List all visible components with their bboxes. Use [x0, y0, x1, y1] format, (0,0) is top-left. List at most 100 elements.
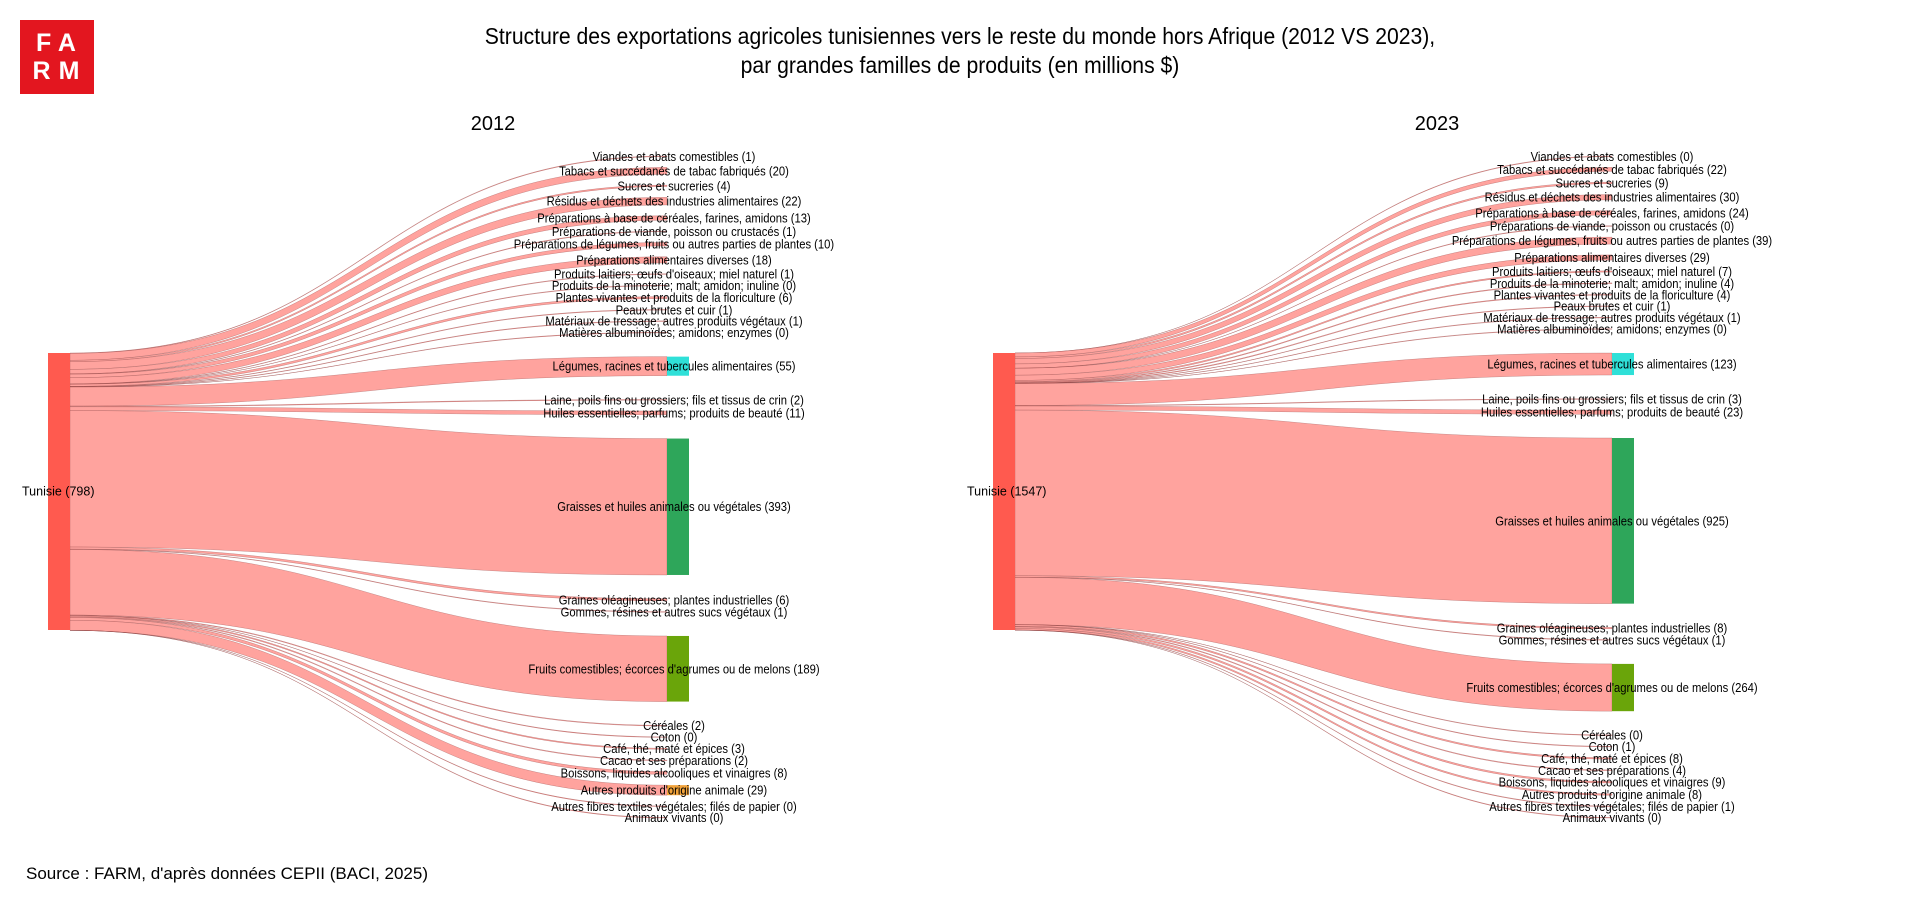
target-node-label: Graisses et huiles animales ou végétales… [557, 500, 791, 515]
target-node-label: Préparations alimentaires diverses (29) [1514, 250, 1709, 265]
flow-link [1014, 236, 1613, 376]
target-node-label: Matériaux de tressage; autres produits v… [1483, 311, 1740, 326]
flow-link [69, 630, 668, 807]
target-node-label: Préparations de légumes, fruits ou autre… [1452, 234, 1772, 249]
target-node-label: Céréales (2) [643, 719, 705, 734]
target-node-label: Animaux vivants (0) [625, 811, 724, 826]
sankey-panel-2012: 2012 Tunisie (798) Viandes et abats comest… [22, 113, 834, 825]
panel-title: 2012 [471, 113, 516, 135]
target-node-label: Plantes vivantes et produits de la flori… [556, 291, 793, 306]
target-node-label: Cacao et ses préparations (2) [600, 753, 748, 768]
source-node-label: Tunisie (1547) [967, 485, 1046, 499]
flow-link [1014, 398, 1613, 407]
target-node-label: Huiles essentielles; parfums; produits d… [543, 406, 804, 421]
flow-link [1014, 155, 1613, 354]
target-node-label: Produits de la minoterie; malt; amidon; … [552, 278, 796, 293]
flow-link [69, 320, 668, 388]
flow-link [69, 615, 668, 750]
panel-title: 2023 [1415, 113, 1460, 135]
flow-link [69, 615, 668, 738]
flow-link [1014, 629, 1613, 807]
target-node-label: Matériaux de tressage; autres produits v… [545, 314, 802, 329]
flow-link [69, 184, 668, 362]
target-node [1612, 663, 1634, 712]
flow-link [1014, 624, 1613, 760]
target-node-label: Gommes, résines et autres sucs végétaux … [1499, 633, 1726, 648]
target-node-label: Préparations alimentaires diverses (18) [576, 253, 771, 268]
flow-link [69, 546, 668, 601]
flow-link [1014, 405, 1613, 415]
flow-link [69, 399, 668, 407]
target-node-label: Peaux brutes et cuir (1) [616, 303, 733, 318]
target-node-label: Coton (0) [651, 730, 698, 745]
target-node-label: Fruits comestibles; écorces d'agrumes ou… [528, 662, 819, 677]
flow-link [1014, 624, 1613, 736]
target-node-label: Peaux brutes et cuir (1) [1554, 299, 1671, 314]
flow-link [1014, 254, 1613, 381]
target-node-label: Autres produits d'origine animale (29) [581, 783, 767, 798]
target-node-label: Matières albuminoïdes; amidons; enzymes … [559, 326, 789, 341]
flow-link [1014, 225, 1613, 369]
target-node-label: Gommes, résines et autres sucs végétaux … [561, 605, 788, 620]
flow-link [1014, 630, 1613, 819]
target-node [667, 785, 689, 796]
flow-link [69, 197, 668, 370]
flow-link [1014, 167, 1613, 358]
flow-link [1014, 577, 1613, 712]
flow-link [69, 614, 668, 727]
flow-link [1014, 628, 1613, 796]
target-node-label: Légumes, racines et tubercules alimentai… [553, 359, 796, 374]
logo-line-2: RM [32, 57, 88, 85]
target-node-label: Huiles essentielles; parfums; produits d… [1481, 405, 1743, 420]
target-node-label: Café, thé, maté et épices (8) [1541, 751, 1683, 766]
flow-link [69, 167, 668, 361]
target-node-label: Préparations de viande, poisson ou crust… [1490, 219, 1734, 234]
target-node-label: Tabacs et succédanés de tabac fabriqués … [1497, 162, 1727, 177]
flow-link [1014, 352, 1613, 406]
target-node [667, 438, 689, 575]
target-node-label: Matières albuminoïdes; amidons; enzymes … [1497, 322, 1727, 337]
sankey-panel-2023: 2023 Tunisie (1547) Viandes et abats comes… [967, 113, 1772, 825]
target-node-label: Autres fibres textiles végétales; filés … [1489, 799, 1734, 814]
farm-logo: FA RM [20, 20, 94, 94]
target-node-label: Café, thé, maté et épices (3) [603, 742, 745, 757]
target-node-label: Graines oléagineuses; plantes industriel… [1497, 621, 1727, 636]
target-node [1612, 438, 1634, 604]
source-node [993, 353, 1015, 630]
flow-link [1014, 294, 1613, 384]
target-node-label: Plantes vivantes et produits de la flori… [1494, 288, 1731, 303]
target-node-label: Fruits comestibles; écorces d'agrumes ou… [1466, 680, 1757, 695]
source-node-label: Tunisie (798) [22, 485, 95, 499]
target-node-label: Viandes et abats comestibles (1) [593, 149, 756, 164]
flow-link [1014, 409, 1613, 604]
flow-link [69, 256, 668, 385]
target-node-label: Graines oléagineuses; plantes industriel… [559, 593, 789, 608]
flow-link [1014, 626, 1613, 771]
target-node-label: Résidus et déchets des industries alimen… [547, 194, 802, 209]
flow-link [1014, 328, 1613, 384]
target-node-label: Résidus et déchets des industries alimen… [1485, 190, 1740, 205]
target-node [667, 356, 689, 376]
flow-link [1014, 317, 1613, 384]
flow-link [69, 617, 668, 775]
flow-link [69, 242, 668, 378]
target-node-label: Sucres et sucreries (9) [1555, 176, 1668, 191]
flow-link [69, 548, 668, 613]
page-title: Structure des exportations agricoles tun… [77, 22, 1843, 80]
flow-link [1014, 305, 1613, 384]
target-node-label: Préparations de légumes, fruits ou autre… [514, 237, 834, 252]
target-node-label: Laine, poils fins ou grossiers; fils et … [1482, 392, 1742, 407]
source-node [48, 353, 70, 630]
flow-link [69, 332, 668, 388]
target-node-label: Produits laitiers; œufs d'oiseaux; miel … [554, 267, 794, 282]
target-node-label: Autres produits d'origine animale (8) [1522, 787, 1702, 802]
target-node-label: Autres fibres textiles végétales; filés … [551, 799, 796, 814]
flow-link [69, 230, 668, 375]
target-node-label: Coton (1) [1589, 740, 1636, 755]
target-node-label: Laine, poils fins ou grossiers; fils et … [544, 393, 804, 408]
target-node-label: Préparations de viande, poisson ou crust… [552, 224, 796, 239]
target-node-label: Animaux vivants (0) [1563, 811, 1662, 826]
target-node-label: Légumes, racines et tubercules alimentai… [1487, 357, 1736, 372]
target-node [1612, 353, 1634, 376]
